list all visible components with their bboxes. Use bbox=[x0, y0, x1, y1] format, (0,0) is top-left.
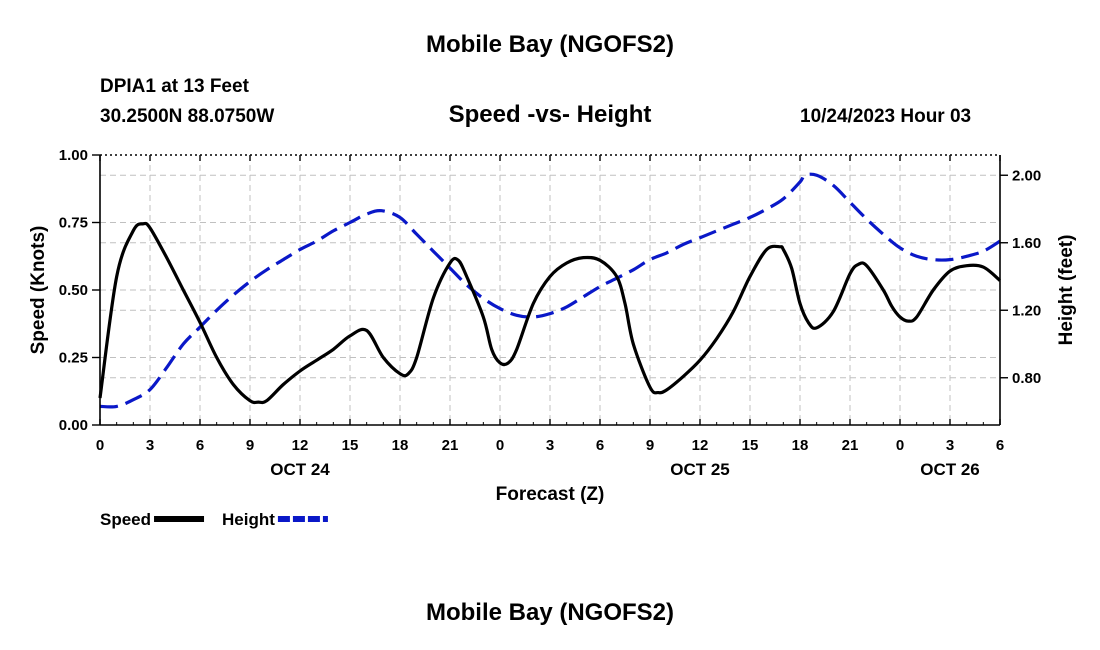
x-tick-label: 6 bbox=[596, 437, 604, 454]
station-label: DPIA1 at 13 Feet bbox=[100, 76, 249, 97]
y-left-tick-label: 0.75 bbox=[59, 215, 88, 232]
x-tick-label: 21 bbox=[842, 437, 859, 454]
y-axis-left-label: Speed (Knots) bbox=[28, 226, 49, 355]
x-tick-label: 6 bbox=[196, 437, 204, 454]
x-tick-label: 15 bbox=[742, 437, 759, 454]
axis-layer: 0 3 6 9 12 15 18 21 0 3 6 9 12 15 18 21 0 3 6 OCT 24 OCT 25 O… bbox=[59, 147, 1041, 479]
x-tick-label: 0 bbox=[896, 437, 904, 454]
y-left-tick-label: 0.00 bbox=[59, 417, 88, 434]
chart-subtitle: Speed -vs- Height bbox=[448, 101, 652, 128]
page-title: Mobile Bay (NGOFS2) bbox=[425, 31, 675, 58]
speed-series-line bbox=[98, 221, 1002, 405]
date-label: OCT 26 bbox=[920, 460, 980, 479]
x-tick-label: 6 bbox=[996, 437, 1004, 454]
grid-layer bbox=[100, 155, 1000, 425]
y-left-tick-label: 1.00 bbox=[59, 147, 88, 164]
x-tick-label: 12 bbox=[692, 437, 709, 454]
x-tick-label: 3 bbox=[946, 437, 954, 454]
y-right-tick-label: 1.60 bbox=[1012, 235, 1041, 252]
x-axis-label: Forecast (Z) bbox=[496, 484, 605, 505]
legend: Speed Height bbox=[100, 510, 328, 529]
x-tick-label: 18 bbox=[792, 437, 809, 454]
height-legend-label: Height bbox=[222, 510, 275, 529]
x-tick-label: 0 bbox=[96, 437, 104, 454]
series-layer bbox=[98, 172, 1002, 409]
y-right-tick-label: 0.80 bbox=[1012, 370, 1041, 387]
x-tick-label: 9 bbox=[246, 437, 254, 454]
y-right-tick-label: 2.00 bbox=[1012, 167, 1041, 184]
y-axis-right-label: Height (feet) bbox=[1056, 235, 1077, 346]
forecast-datetime: 10/24/2023 Hour 03 bbox=[800, 106, 972, 127]
x-tick-label: 3 bbox=[546, 437, 554, 454]
x-tick-label: 21 bbox=[442, 437, 459, 454]
x-tick-label: 15 bbox=[342, 437, 359, 454]
date-label: OCT 24 bbox=[270, 460, 330, 479]
x-tick-label: 0 bbox=[496, 437, 504, 454]
y-right-tick-label: 1.20 bbox=[1012, 302, 1041, 319]
date-label: OCT 25 bbox=[670, 460, 730, 479]
x-tick-label: 12 bbox=[292, 437, 309, 454]
coordinates-label: 30.2500N 88.0750W bbox=[100, 106, 275, 127]
y-left-tick-label: 0.50 bbox=[59, 282, 88, 299]
footer-title: Mobile Bay (NGOFS2) bbox=[425, 599, 675, 626]
y-left-tick-label: 0.25 bbox=[59, 350, 88, 367]
x-tick-label: 9 bbox=[646, 437, 654, 454]
x-tick-label: 3 bbox=[146, 437, 154, 454]
x-tick-label: 18 bbox=[392, 437, 409, 454]
speed-legend-label: Speed bbox=[100, 510, 151, 529]
